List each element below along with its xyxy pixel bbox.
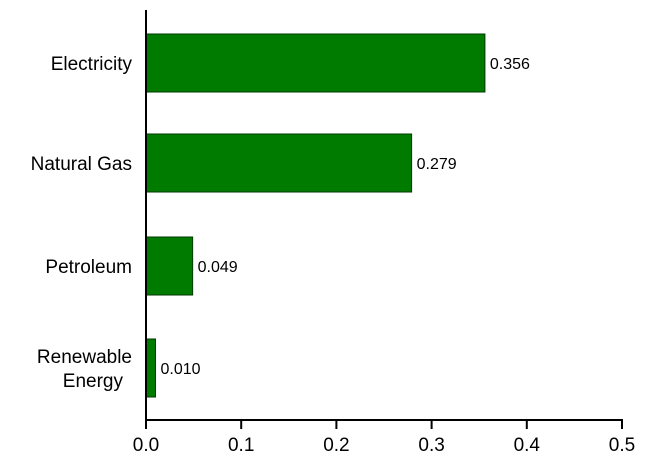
value-label-2: 0.049	[198, 259, 238, 276]
category-label-3-line-0: Renewable	[37, 347, 132, 368]
bar-1	[145, 133, 413, 193]
category-label-3-line-1: Energy	[63, 371, 124, 392]
category-label-1: Natural Gas	[31, 154, 132, 175]
x-tick-label-3: 0.3	[418, 435, 444, 456]
labels-layer: 0.356 Electricity 0.279 Natural Gas 0.049 Pet…	[31, 54, 530, 392]
category-label-0: Electricity	[51, 54, 133, 75]
x-tick-label-4: 0.4	[514, 435, 541, 456]
bars-layer	[145, 33, 486, 398]
category-label-2: Petroleum	[45, 257, 132, 278]
value-label-0: 0.356	[490, 56, 530, 73]
bar-2	[145, 236, 194, 296]
value-label-3: 0.010	[161, 361, 201, 378]
bar-3	[145, 338, 157, 398]
x-tick-label-2: 0.2	[323, 435, 349, 456]
value-label-1: 0.279	[417, 156, 457, 173]
x-tick-label-0: 0.0	[133, 435, 159, 456]
x-tick-label-1: 0.1	[228, 435, 254, 456]
axes-layer: 0.0 0.1 0.2 0.3 0.4 0.5	[133, 10, 635, 456]
x-tick-label-5: 0.5	[609, 435, 635, 456]
bar-0	[145, 33, 486, 93]
